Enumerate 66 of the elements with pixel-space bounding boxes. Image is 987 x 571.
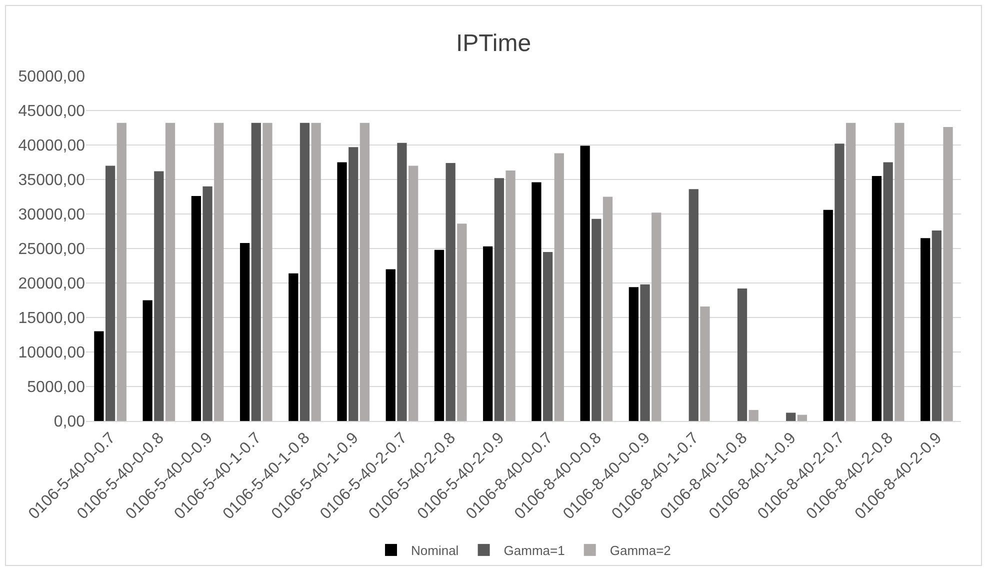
legend-label: Gamma=1 [504, 543, 565, 558]
y-tick-label: 5000,00 [27, 379, 86, 396]
bar [214, 122, 224, 421]
bar [446, 162, 456, 421]
bar [142, 300, 152, 421]
bar [872, 176, 882, 421]
bar [602, 196, 613, 421]
bar [300, 122, 310, 421]
bar [457, 224, 467, 421]
bar [628, 287, 639, 421]
bar [494, 178, 504, 421]
bar [165, 122, 176, 421]
bar [797, 414, 808, 421]
bar [846, 122, 856, 421]
bar [202, 186, 212, 421]
y-tick-label: 10000,00 [18, 344, 86, 362]
bar [116, 122, 126, 421]
bar [288, 273, 298, 421]
bar [823, 210, 833, 421]
bar [191, 196, 202, 421]
bar [337, 162, 347, 421]
bar [894, 122, 904, 421]
bar [700, 306, 710, 421]
bar [360, 122, 370, 421]
bar [688, 189, 698, 421]
bar [652, 212, 662, 421]
y-tick-label: 30000,00 [18, 206, 86, 224]
bar [154, 171, 164, 421]
bar [834, 144, 844, 421]
bar [786, 412, 796, 421]
y-tick-label: 50000,00 [18, 68, 86, 86]
bar [251, 122, 261, 421]
bar [483, 246, 493, 421]
y-tick-label: 35000,00 [18, 172, 86, 190]
chart-title: IPTime [456, 30, 532, 57]
bar [262, 122, 272, 421]
bar [640, 284, 650, 421]
bar [348, 147, 358, 421]
bar [386, 269, 396, 421]
legend-label: Gamma=2 [610, 543, 671, 558]
bar [748, 410, 758, 421]
bar [883, 162, 893, 421]
bar [408, 166, 418, 421]
y-tick-label: 0,00 [54, 414, 86, 431]
bar [737, 288, 748, 421]
bar [105, 166, 116, 421]
y-tick-label: 40000,00 [18, 138, 86, 155]
bar [542, 252, 553, 421]
bar [920, 238, 930, 421]
bar [943, 127, 953, 421]
y-tick-label: 15000,00 [18, 310, 86, 328]
bar [532, 182, 542, 421]
bar [580, 146, 590, 421]
y-tick-label: 45000,00 [18, 103, 86, 120]
bar [554, 153, 564, 421]
bar [311, 122, 321, 421]
y-tick-label: 25000,00 [18, 241, 86, 258]
bar [506, 170, 516, 421]
legend-label: Nominal [411, 543, 459, 558]
bar [434, 250, 444, 421]
bar [397, 142, 407, 421]
bar [94, 331, 104, 421]
y-tick-label: 20000,00 [18, 276, 86, 293]
bar [240, 242, 250, 421]
bar [932, 230, 942, 421]
bar [592, 218, 602, 421]
